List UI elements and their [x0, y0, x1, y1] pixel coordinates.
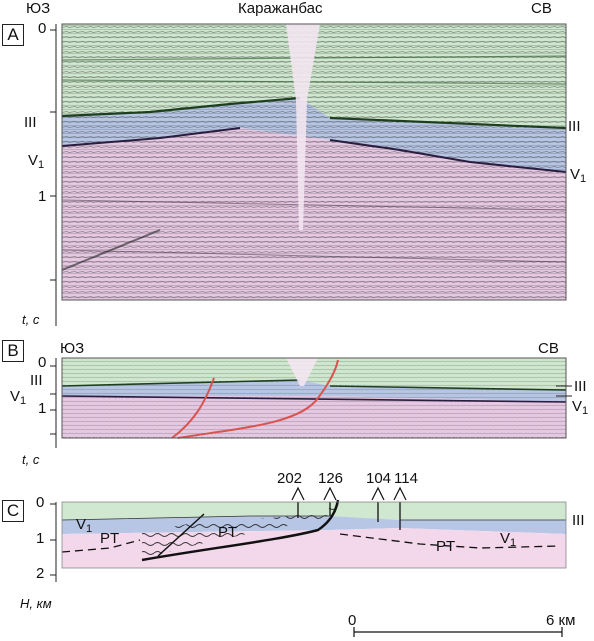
panel-a-horizon-iii-left: III — [24, 114, 37, 131]
panel-b-right-direction: СВ — [538, 340, 559, 357]
panel-a-right-direction: СВ — [531, 0, 552, 17]
panel-b-horizon-v1-left: V1 — [10, 388, 27, 407]
panel-c-label: C — [2, 500, 24, 522]
scale-end-label: 6 км — [546, 612, 576, 629]
well-202-label: 202 — [277, 470, 303, 487]
scale-start-label: 0 — [348, 612, 357, 629]
panel-a-horizon-iii-right: III — [568, 118, 581, 135]
well-126-label: 126 — [318, 470, 344, 487]
panel-b-left-direction: ЮЗ — [60, 340, 85, 357]
panel-c-horizon-iii: III — [572, 512, 585, 529]
panel-c-wavy-body — [142, 506, 336, 560]
panel-a-tick-0: 0 — [38, 20, 47, 37]
panel-b-tick-1: 1 — [38, 400, 47, 417]
well-104-label: 104 — [366, 470, 392, 487]
panel-a-horizon-v1-left: V1 — [28, 152, 45, 171]
panel-c-rt-label-1: PT — [100, 530, 120, 547]
title: Каражанбас — [238, 0, 323, 17]
panel-a-section — [50, 23, 567, 326]
panel-b-section — [50, 357, 572, 448]
panel-c-horizon-v1-right: V1 — [500, 530, 517, 549]
panel-c-fault-main — [141, 499, 340, 562]
panel-b-horizon-iii-left: III — [30, 372, 43, 389]
panel-a-left-direction: ЮЗ — [26, 0, 51, 17]
well-114-label: 114 — [394, 470, 418, 487]
panel-b-tick-0: 0 — [38, 354, 47, 371]
panel-c-tick-2: 2 — [36, 565, 45, 582]
panel-b-axis-label: t, c — [22, 452, 40, 467]
panel-b-horizon-v1-right: V1 — [572, 398, 589, 417]
panel-c-tick-0: 0 — [36, 494, 45, 511]
panel-b-fault-left — [171, 377, 215, 439]
panel-c-horizon-v1-left: V1 — [76, 516, 93, 535]
panel-b-horizon-iii-right: III — [574, 378, 587, 395]
scale-bar — [353, 627, 563, 637]
panel-c-model — [50, 486, 567, 582]
panel-b-label: B — [2, 340, 24, 362]
panel-a-tick-1: 1 — [38, 188, 47, 205]
panel-c-rt-label-3: PT — [436, 538, 456, 555]
panel-c-tick-1: 1 — [36, 530, 45, 547]
panel-a-horizon-v1-right: V1 — [570, 166, 587, 185]
panel-b-fault-right — [177, 359, 339, 439]
panel-a-label: A — [2, 24, 24, 46]
panel-c-rt-label-2: PT — [218, 524, 238, 541]
panel-a-axis-label: t, c — [22, 312, 40, 327]
panel-c-axis-label: H, км — [20, 596, 52, 611]
panel-a-chimney — [286, 24, 320, 230]
